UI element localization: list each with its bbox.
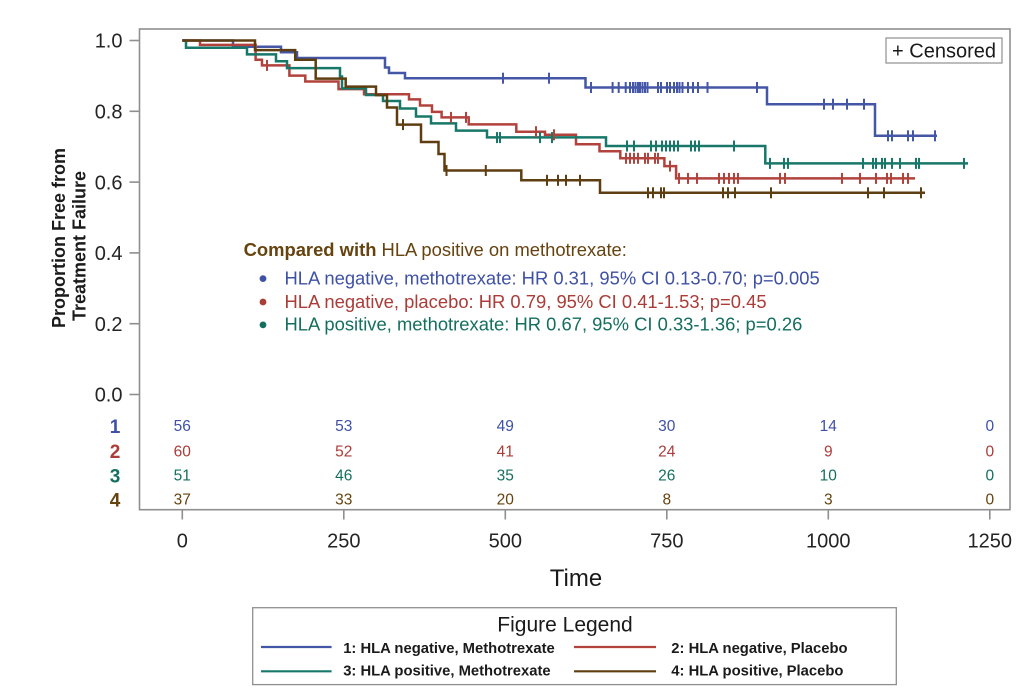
svg-text:1: HLA negative, Methotrexate: 1: HLA negative, Methotrexate [343, 641, 555, 657]
svg-text:250: 250 [327, 531, 360, 553]
svg-text:3: 3 [824, 492, 833, 509]
svg-text:4: HLA positive, Placebo: 4: HLA positive, Placebo [671, 664, 843, 680]
svg-text:49: 49 [497, 418, 514, 435]
svg-text:24: 24 [658, 443, 676, 460]
svg-text:0: 0 [985, 468, 994, 485]
svg-text:3: 3 [110, 466, 121, 487]
svg-text:Time: Time [550, 565, 602, 592]
svg-text:HLA positive, methotrexate: HR: HLA positive, methotrexate: HR 0.67, 95%… [285, 314, 803, 335]
svg-text:0: 0 [985, 418, 994, 435]
svg-text:0.8: 0.8 [95, 102, 123, 124]
svg-text:1250: 1250 [968, 531, 1013, 553]
svg-text:750: 750 [650, 531, 683, 553]
svg-text:10: 10 [820, 468, 838, 485]
svg-text:41: 41 [497, 443, 514, 460]
svg-text:0: 0 [985, 443, 994, 460]
svg-text:+ Censored: + Censored [892, 41, 996, 63]
svg-text:60: 60 [174, 443, 192, 460]
svg-text:26: 26 [658, 468, 675, 485]
svg-text:0.0: 0.0 [95, 385, 123, 407]
svg-text:33: 33 [335, 492, 352, 509]
svg-text:56: 56 [174, 418, 191, 435]
svg-text:30: 30 [658, 418, 676, 435]
svg-text:1.0: 1.0 [95, 31, 123, 53]
svg-text:37: 37 [174, 492, 191, 509]
svg-text:HLA negative, methotrexate: HR: HLA negative, methotrexate: HR 0.31, 95%… [285, 268, 820, 289]
svg-text:0.4: 0.4 [95, 243, 123, 265]
svg-text:500: 500 [489, 531, 522, 553]
svg-text:1000: 1000 [806, 531, 851, 553]
svg-text:52: 52 [335, 443, 352, 460]
svg-text:2: HLA negative, Placebo: 2: HLA negative, Placebo [671, 641, 847, 657]
svg-text:9: 9 [824, 443, 833, 460]
svg-text:Treatment Failure: Treatment Failure [70, 171, 90, 321]
svg-text:0.2: 0.2 [95, 314, 123, 336]
svg-text:1: 1 [110, 417, 121, 438]
svg-text:53: 53 [335, 418, 352, 435]
svg-text:46: 46 [335, 468, 352, 485]
svg-text:8: 8 [662, 492, 671, 509]
svg-text:51: 51 [174, 468, 191, 485]
svg-text:0.6: 0.6 [95, 172, 123, 194]
svg-text:20: 20 [497, 492, 515, 509]
svg-text:35: 35 [497, 468, 514, 485]
svg-text:2: 2 [110, 442, 121, 463]
svg-text:0: 0 [177, 531, 188, 553]
svg-text:4: 4 [110, 490, 121, 511]
svg-text:Figure Legend: Figure Legend [497, 613, 632, 636]
svg-text:Compared with HLA positive on: Compared with HLA positive on methotrexa… [244, 239, 627, 260]
svg-text:0: 0 [985, 492, 994, 509]
svg-text:3: HLA positive, Methotrexate: 3: HLA positive, Methotrexate [343, 664, 550, 680]
svg-text:Proportion Free from: Proportion Free from [49, 148, 69, 328]
svg-text:14: 14 [820, 418, 838, 435]
svg-text:HLA negative, placebo: HR 0.79: HLA negative, placebo: HR 0.79, 95% CI 0… [285, 291, 767, 312]
